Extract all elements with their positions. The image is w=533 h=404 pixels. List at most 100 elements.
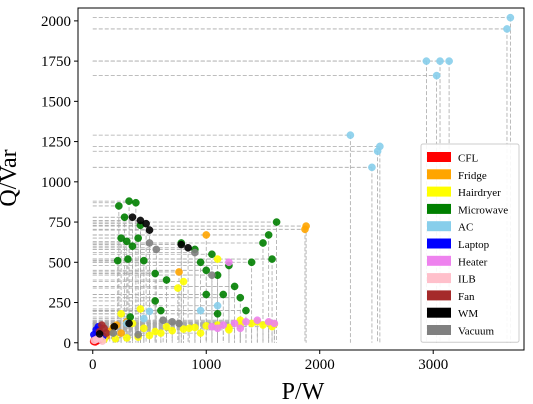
data-points <box>89 13 515 346</box>
legend-swatch-ac <box>427 221 451 232</box>
point-wm <box>95 330 104 338</box>
point-fridge <box>301 225 309 234</box>
point-microwave <box>259 239 267 247</box>
point-heater <box>230 319 239 328</box>
legend-label-microwave: Microwave <box>458 204 508 216</box>
legend: CFL Fridge Hairdryer Microwave AC Laptop Heate… <box>420 143 520 343</box>
x-tick-label: 3000 <box>418 357 448 373</box>
point-microwave <box>202 266 211 275</box>
point-microwave <box>236 293 245 302</box>
point-microwave <box>202 290 211 299</box>
point-microwave <box>213 309 222 318</box>
point-microwave <box>140 256 148 265</box>
point-ac <box>346 131 355 139</box>
point-heater <box>270 319 279 328</box>
legend-label-vacuum: Vacuum <box>458 326 494 338</box>
legend-label-wm: WM <box>458 308 478 320</box>
y-tick-label: 0 <box>64 336 72 352</box>
x-tick-label: 2000 <box>305 357 335 373</box>
point-vacuum <box>134 330 142 339</box>
x-tick-label: 1000 <box>191 357 221 373</box>
point-microwave <box>268 255 276 263</box>
point-heater <box>225 258 233 267</box>
legend-swatch-wm <box>427 307 451 318</box>
point-wm <box>145 226 154 234</box>
point-fridge <box>175 268 183 276</box>
point-microwave <box>242 306 250 315</box>
point-microwave <box>128 242 137 250</box>
y-tick-label: 1000 <box>41 175 71 191</box>
legend-label-hairdryer: Hairdryer <box>458 187 501 199</box>
tick-labels: 0 1000 2000 3000 0 250 500 750 1000 1250 1500 1750 2… <box>41 14 448 373</box>
point-hairdryer <box>174 284 182 292</box>
point-ac <box>432 71 441 80</box>
point-ac <box>436 57 444 65</box>
point-wm <box>128 213 137 222</box>
point-ac <box>445 57 453 65</box>
y-tick-label: 500 <box>49 255 72 271</box>
point-ac <box>196 306 205 315</box>
y-axis-label: Q/Var <box>0 149 22 206</box>
legend-label-ac: AC <box>458 222 473 234</box>
point-hairdryer <box>145 331 154 340</box>
point-ac <box>140 314 148 323</box>
point-microwave <box>113 256 122 265</box>
legend-label-fridge: Fridge <box>458 170 487 182</box>
point-microwave <box>208 250 216 259</box>
point-hairdryer <box>140 324 148 333</box>
point-microwave <box>196 258 205 267</box>
point-ac <box>376 142 384 151</box>
point-hairdryer <box>151 327 159 336</box>
point-microwave <box>125 197 133 205</box>
point-microwave <box>124 255 132 263</box>
point-hairdryer <box>225 326 233 334</box>
point-vacuum <box>175 319 183 328</box>
point-hairdryer <box>122 334 131 342</box>
point-hairdryer <box>162 322 171 331</box>
point-wm <box>136 216 145 225</box>
legend-swatch-fan <box>427 290 451 301</box>
x-tick-label: 0 <box>89 357 97 373</box>
point-vacuum <box>168 318 176 326</box>
point-ac <box>422 57 431 65</box>
point-hairdryer <box>196 329 205 337</box>
point-hairdryer <box>185 324 194 333</box>
point-wm <box>110 322 119 331</box>
legend-label-laptop: Laptop <box>458 239 490 251</box>
legend-label-cfl: CFL <box>458 153 478 165</box>
point-wm <box>125 319 133 328</box>
point-microwave <box>132 198 140 207</box>
point-heater <box>236 324 245 333</box>
legend-label-fan: Fan <box>458 291 475 303</box>
point-hairdryer <box>117 309 125 318</box>
point-microwave <box>272 218 281 226</box>
y-tick-label: 250 <box>49 296 72 312</box>
point-vacuum <box>191 248 199 257</box>
point-microwave <box>117 234 125 242</box>
point-hairdryer <box>179 277 188 286</box>
y-tick-label: 2000 <box>41 14 71 30</box>
point-heater <box>253 316 262 325</box>
point-microwave <box>157 306 165 315</box>
point-ac <box>145 307 154 316</box>
point-hairdryer <box>168 326 176 335</box>
point-hairdryer <box>136 305 145 313</box>
point-vacuum <box>208 271 216 279</box>
point-vacuum <box>145 239 154 247</box>
point-heater <box>213 324 222 333</box>
point-heater <box>242 318 250 326</box>
point-microwave <box>134 234 142 242</box>
point-microwave <box>230 282 239 291</box>
legend-swatch-cfl <box>427 152 451 162</box>
legend-label-heater: Heater <box>458 256 488 268</box>
point-wm <box>184 244 192 252</box>
point-microwave <box>122 237 131 246</box>
point-microwave <box>120 213 129 222</box>
x-axis-label: P/W <box>282 379 325 404</box>
y-tick-label: 750 <box>49 215 72 231</box>
legend-swatch-hairdryer <box>427 186 451 197</box>
point-ac <box>213 301 222 310</box>
point-ac <box>506 13 515 22</box>
point-hairdryer <box>213 255 222 263</box>
y-tick-label: 1250 <box>41 135 71 151</box>
